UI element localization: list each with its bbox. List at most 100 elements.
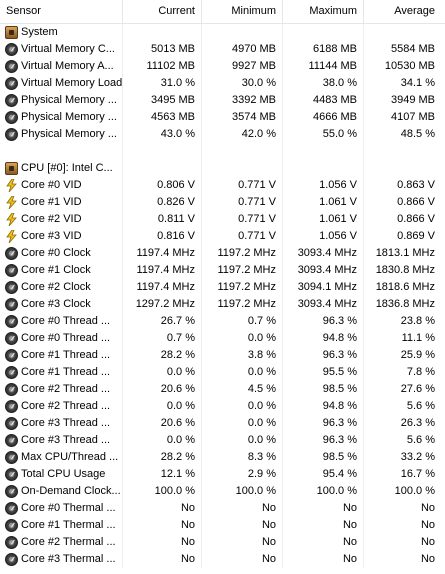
table-row[interactable]: Core #0 Thermal ... No No No No — [0, 500, 445, 517]
minimum-value: 42.0 % — [202, 126, 283, 143]
gauge-icon — [5, 77, 18, 90]
current-value: 1297.2 MHz — [123, 296, 202, 313]
table-row[interactable]: Core #2 Thermal ... No No No No — [0, 534, 445, 551]
sensor-name: Core #0 Thread ... — [21, 332, 111, 344]
average-value: 0.866 V — [397, 196, 435, 208]
group-row-system[interactable]: System — [0, 24, 445, 41]
table-row[interactable]: Core #1 Thermal ... No No No No — [0, 517, 445, 534]
table-row[interactable]: Total CPU Usage 12.1 % 2.9 % 95.4 % 16.7 % — [0, 466, 445, 483]
table-row[interactable]: Core #2 Clock 1197.4 MHz 1197.2 MHz 3094.1 … — [0, 279, 445, 296]
table-row[interactable]: Physical Memory ... 43.0 % 42.0 % 55.0 % 48.… — [0, 126, 445, 143]
maximum-value: 38.0 % — [283, 75, 364, 92]
current-value: 11102 MB — [123, 58, 202, 75]
column-header-sensor[interactable]: Sensor — [0, 0, 123, 23]
gauge-icon — [5, 264, 18, 277]
gauge-icon — [5, 349, 18, 362]
table-row[interactable]: Core #3 Clock 1297.2 MHz 1197.2 MHz 3093.4 … — [0, 296, 445, 313]
table-row[interactable]: Physical Memory ... 3495 MB 3392 MB 4483 MB… — [0, 92, 445, 109]
table-row[interactable]: Core #1 Thread ... 0.0 % 0.0 % 95.5 % 7.8 % — [0, 364, 445, 381]
table-row[interactable]: Core #2 Thread ... 0.0 % 0.0 % 94.8 % 5.6 % — [0, 398, 445, 415]
table-row[interactable]: Core #2 Thread ... 20.6 % 4.5 % 98.5 % 27.6 … — [0, 381, 445, 398]
table-row[interactable]: On-Demand Clock... 100.0 % 100.0 % 100.0 % 1… — [0, 483, 445, 500]
table-row[interactable]: Core #2 VID 0.811 V 0.771 V 1.061 V 0.866 V — [0, 211, 445, 228]
maximum-value: 1.056 V — [283, 177, 364, 194]
maximum-value: 96.3 % — [283, 415, 364, 432]
average-value: 3949 MB — [390, 94, 435, 106]
group-label: CPU [#0]: Intel C... — [21, 162, 113, 174]
table-row[interactable]: Core #3 Thread ... 0.0 % 0.0 % 96.3 % 5.6 % — [0, 432, 445, 449]
table-row[interactable]: Virtual Memory A... 11102 MB 9927 MB 11144 … — [0, 58, 445, 75]
sensor-name: Virtual Memory A... — [21, 60, 114, 72]
maximum-value: 1.061 V — [283, 211, 364, 228]
current-value: 31.0 % — [123, 75, 202, 92]
bolt-icon — [5, 179, 18, 192]
minimum-value: 3392 MB — [202, 92, 283, 109]
sensor-name: Core #1 Thermal ... — [21, 519, 116, 531]
table-row[interactable]: Core #0 Thread ... 0.7 % 0.0 % 94.8 % 11.1 % — [0, 330, 445, 347]
table-row[interactable]: Core #0 Clock 1197.4 MHz 1197.2 MHz 3093.4 … — [0, 245, 445, 262]
average-value: 27.6 % — [400, 383, 435, 395]
current-value: 43.0 % — [123, 126, 202, 143]
gauge-icon — [5, 366, 18, 379]
group-row-cpu[interactable]: CPU [#0]: Intel C... — [0, 160, 445, 177]
maximum-value: 94.8 % — [283, 398, 364, 415]
gauge-icon — [5, 281, 18, 294]
minimum-value: 4970 MB — [202, 41, 283, 58]
table-row[interactable]: Core #0 VID 0.806 V 0.771 V 1.056 V 0.863 V — [0, 177, 445, 194]
maximum-value: 3093.4 MHz — [283, 296, 364, 313]
average-value: 25.9 % — [400, 349, 435, 361]
table-row[interactable]: Core #3 Thermal ... No No No No — [0, 551, 445, 568]
table-row[interactable]: Core #3 Thread ... 20.6 % 0.0 % 96.3 % 26.3 … — [0, 415, 445, 432]
maximum-value: No — [283, 500, 364, 517]
current-value: 3495 MB — [123, 92, 202, 109]
column-header-minimum[interactable]: Minimum — [202, 0, 283, 23]
average-value: 1818.6 MHz — [375, 281, 435, 293]
current-value: 0.826 V — [123, 194, 202, 211]
gauge-icon — [5, 315, 18, 328]
current-value: No — [123, 517, 202, 534]
minimum-value: No — [202, 534, 283, 551]
current-value: 0.816 V — [123, 228, 202, 245]
gauge-icon — [5, 417, 18, 430]
column-header-current[interactable]: Current — [123, 0, 202, 23]
maximum-value: 95.4 % — [283, 466, 364, 483]
minimum-value: 9927 MB — [202, 58, 283, 75]
current-value: 26.7 % — [123, 313, 202, 330]
table-row[interactable]: Virtual Memory C... 5013 MB 4970 MB 6188 MB… — [0, 41, 445, 58]
minimum-value: 0.0 % — [202, 432, 283, 449]
table-row[interactable]: Core #0 Thread ... 26.7 % 0.7 % 96.3 % 23.8 … — [0, 313, 445, 330]
sensor-name: Core #0 Clock — [21, 247, 91, 259]
current-value: 28.2 % — [123, 347, 202, 364]
sensor-name: Core #2 Thread ... — [21, 383, 111, 395]
table-header: Sensor Current Minimum Maximum Average — [0, 0, 445, 24]
maximum-value: 96.3 % — [283, 347, 364, 364]
table-row[interactable]: Core #3 VID 0.816 V 0.771 V 1.056 V 0.869 V — [0, 228, 445, 245]
current-value: 28.2 % — [123, 449, 202, 466]
current-value: 1197.4 MHz — [123, 279, 202, 296]
column-header-average[interactable]: Average — [394, 5, 435, 17]
minimum-value: 1197.2 MHz — [202, 262, 283, 279]
average-value: 0.866 V — [397, 213, 435, 225]
table-row[interactable]: Core #1 VID 0.826 V 0.771 V 1.061 V 0.866 V — [0, 194, 445, 211]
table-row[interactable]: Physical Memory ... 4563 MB 3574 MB 4666 MB… — [0, 109, 445, 126]
gauge-icon — [5, 434, 18, 447]
current-value: 0.0 % — [123, 398, 202, 415]
bolt-icon — [5, 196, 18, 209]
maximum-value: 98.5 % — [283, 449, 364, 466]
table-row[interactable]: Core #1 Thread ... 28.2 % 3.8 % 96.3 % 25.9 … — [0, 347, 445, 364]
bolt-icon — [5, 230, 18, 243]
column-header-maximum[interactable]: Maximum — [283, 0, 364, 23]
average-value: 34.1 % — [400, 77, 435, 89]
sensor-name: Core #3 Thermal ... — [21, 553, 116, 565]
maximum-value: 96.3 % — [283, 432, 364, 449]
maximum-value: 94.8 % — [283, 330, 364, 347]
average-value: 100.0 % — [394, 485, 435, 497]
minimum-value: No — [202, 500, 283, 517]
minimum-value: 8.3 % — [202, 449, 283, 466]
maximum-value: 95.5 % — [283, 364, 364, 381]
table-row[interactable]: Core #1 Clock 1197.4 MHz 1197.2 MHz 3093.4 … — [0, 262, 445, 279]
table-row[interactable]: Max CPU/Thread ... 28.2 % 8.3 % 98.5 % 33.2 … — [0, 449, 445, 466]
gauge-icon — [5, 298, 18, 311]
table-row[interactable]: Virtual Memory Load 31.0 % 30.0 % 38.0 % 34.… — [0, 75, 445, 92]
